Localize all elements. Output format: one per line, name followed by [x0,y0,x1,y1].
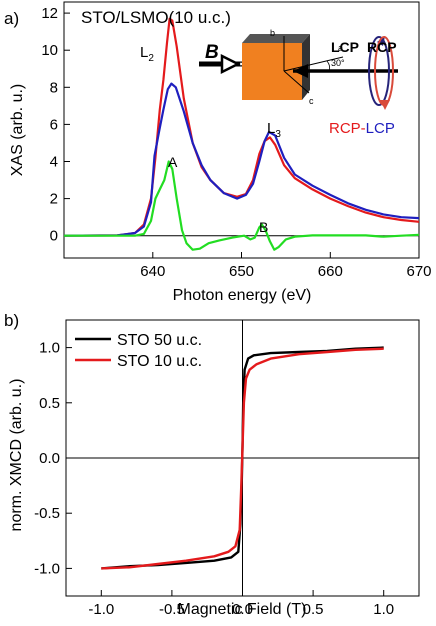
series-lcp [63,82,420,237]
y-tick-label: 0.5 [39,395,60,412]
legend-label-10uc: STO 10 u.c. [117,353,202,370]
x-tick-label: 670 [406,263,431,280]
x-tick-label: 640 [140,263,165,280]
series-diff [64,160,420,251]
y-tick-label: 12 [41,5,58,22]
annotation-l3: L3 [267,120,281,140]
panel-b-ylabel: norm. XMCD (arb. u.) [8,379,25,532]
panel-b: b) -1.0 -0.5 0.0 0.5 1.0 -1.0 -0.5 0.0 0.5 1.0 ST… [4,311,420,618]
y-tick-label: 2 [50,191,58,208]
legend-label-50uc: STO 50 u.c. [117,332,202,349]
annotation-l2: L2 [140,44,154,64]
b-arrow-head [220,53,241,75]
axis-c-label: c [309,96,314,106]
x-tick-label: 0.0 [232,601,253,618]
x-tick-label: 660 [318,263,343,280]
y-tick-label: 1.0 [39,340,60,357]
beam-arrowhead [293,64,308,78]
panel-a: a) 640 650 660 670 0 2 4 6 8 10 12 Photon energy (… [4,1,432,304]
panel-a-label: a) [4,9,19,28]
panel-a-series [63,17,420,251]
axis-b-label: b [270,28,275,38]
y-tick-label: 0.0 [39,450,60,467]
lcp-label: LCP [331,39,359,55]
b-field-label: B [205,42,219,63]
legend: STO 50 u.c. STO 10 u.c. [75,332,202,370]
y-tick-label: 0 [50,228,58,245]
y-tick-label: -1.0 [34,560,60,577]
series-sto-10uc [101,347,384,570]
lcp-ellipse [368,36,390,106]
geometry-inset: B b a c 30° LCP RCP RCP-LCP [199,28,398,137]
sample-top [242,34,310,43]
y-tick-label: -0.5 [34,505,60,522]
panel-b-label: b) [4,311,19,330]
x-tick-label: -1.0 [88,601,114,618]
rcp-label: RCP [367,39,397,55]
sample-front [242,43,302,100]
axis-a-label: a [338,43,343,53]
y-tick-label: 4 [50,154,58,171]
rcp-arrowhead [380,100,390,110]
panel-b-series [101,346,384,570]
difference-label: RCP-LCP [329,120,395,137]
y-tick-label: 8 [50,79,58,96]
x-tick-label: -0.5 [159,601,185,618]
annotation-b: B [259,219,268,235]
panel-b-xlabel: Magnetic Field (T) [178,601,307,618]
y-tick-label: 10 [41,42,58,59]
axis-a-line [283,56,344,72]
panel-a-xlabel: Photon energy (eV) [173,287,312,304]
annotation-a: A [168,154,178,170]
angle-label: 30° [331,58,345,68]
lcp-arrowhead [377,36,385,46]
axis-c-line [283,70,310,94]
x-tick-label: 1.0 [373,601,394,618]
x-tick-label: 650 [229,263,254,280]
panel-a-title: STO/LSMO(10 u.c.) [81,8,231,27]
y-tick-label: 6 [50,116,58,133]
panel-a-ylabel: XAS (arb. u.) [9,84,26,176]
x-tick-label: 0.5 [303,601,324,618]
panel-b-ticks: -1.0 -0.5 0.0 0.5 1.0 -1.0 -0.5 0.0 0.5 1.0 [34,320,419,618]
